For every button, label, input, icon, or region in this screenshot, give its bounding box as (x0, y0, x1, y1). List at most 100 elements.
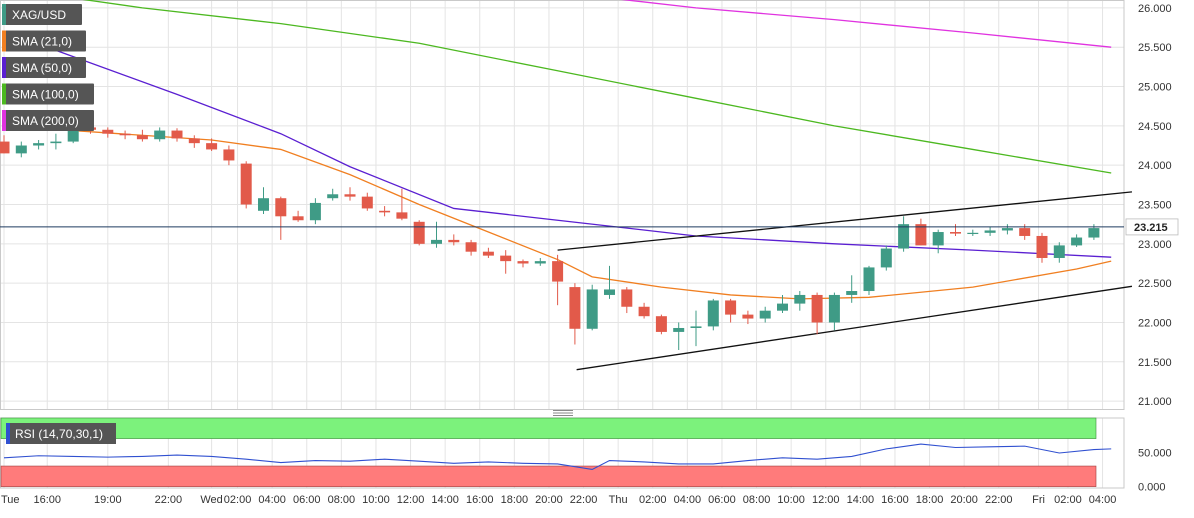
legend-item[interactable]: SMA (50,0) (2, 57, 86, 78)
candle-body (1036, 235, 1048, 258)
x-tick-label: 14:00 (431, 494, 459, 506)
legend-label: SMA (21,0) (12, 35, 72, 49)
candle (0, 135, 10, 154)
candle (638, 302, 650, 319)
candle (396, 188, 408, 221)
candle (448, 234, 460, 246)
legend-swatch (2, 83, 6, 105)
candle-body (638, 306, 650, 317)
y-tick-label: 21.000 (1138, 396, 1172, 408)
x-tick-label: Tue (1, 494, 20, 506)
candle-body (482, 251, 494, 256)
candle (379, 206, 391, 217)
x-tick-label: 22:00 (570, 494, 598, 506)
candle-body (725, 300, 737, 315)
candle (863, 265, 875, 295)
axes: 26.000 25.500 25.000 24.500 24.000 23.500 23.0… (1, 3, 1172, 506)
candle (206, 138, 218, 152)
candle-body (1001, 228, 1013, 231)
candle (742, 310, 754, 325)
candle (794, 291, 806, 311)
candle-body (206, 143, 218, 150)
x-tick-label: 18:00 (916, 494, 944, 506)
candle-body (552, 261, 564, 282)
candle-body (984, 230, 996, 233)
price-marker: 23.215 (0, 218, 1179, 236)
y-tick-label: 24.000 (1138, 160, 1172, 172)
candle (621, 287, 633, 314)
sma-line-2 (3, 30, 1112, 258)
y-tick-label: 23.000 (1138, 239, 1172, 251)
legend-item[interactable]: SMA (100,0) (2, 83, 94, 105)
candle-body (967, 232, 979, 235)
candle (465, 239, 477, 256)
legend-item[interactable]: SMA (21,0) (2, 30, 86, 52)
candle-body (863, 267, 875, 292)
rsi-legend-swatch (6, 423, 10, 444)
grid (0, 0, 1125, 489)
legend-item[interactable]: XAG/USD (2, 4, 82, 25)
legend-item[interactable]: SMA (200,0) (2, 110, 94, 131)
candle-body (742, 314, 754, 319)
rsi-y-tick-label: 0.000 (1138, 482, 1166, 494)
y-tick-label: 25.000 (1138, 82, 1172, 94)
candle (275, 196, 287, 240)
candle-body (534, 261, 546, 264)
rsi-legend-bg (6, 423, 116, 444)
x-tick-label: 14:00 (847, 494, 875, 506)
candle (344, 187, 356, 201)
candle (950, 224, 961, 236)
y-tick-label: 22.000 (1138, 317, 1172, 329)
candle (846, 275, 858, 303)
candle-body (258, 198, 269, 211)
candle-body (500, 255, 512, 262)
trendline-1[interactable] (557, 191, 1133, 251)
candle-body (759, 310, 771, 319)
legend-bg (2, 83, 94, 105)
candle-body (431, 239, 442, 244)
candle-body (1088, 228, 1100, 238)
candle (655, 314, 667, 335)
candle (828, 292, 840, 331)
x-tick-label: 04:00 (674, 494, 702, 506)
candle-body (673, 327, 685, 332)
candle-body (67, 127, 79, 142)
candle (309, 198, 321, 225)
rsi-legend[interactable]: RSI (14,70,30,1) (6, 423, 116, 444)
candle-body (136, 135, 148, 140)
y-tick-label: 23.500 (1138, 200, 1172, 212)
candle (725, 298, 737, 323)
candle (967, 229, 979, 236)
candle (431, 221, 442, 248)
candle (327, 188, 339, 201)
candle (534, 257, 546, 266)
candle-body (777, 303, 788, 311)
x-tick-label: 10:00 (777, 494, 805, 506)
sma-line-3 (82, 0, 1112, 174)
trendline-2[interactable] (576, 285, 1133, 371)
candles (0, 124, 1100, 351)
candle-body (569, 287, 581, 329)
candle (154, 127, 166, 142)
candle (136, 129, 148, 142)
candle-body (50, 141, 62, 144)
candle (932, 229, 944, 254)
legend: XAG/USD SMA (21,0) SMA (50,0) SMA (100,0) SM… (2, 4, 116, 444)
candle-body (915, 224, 927, 246)
candle (292, 210, 304, 222)
legend-bg (2, 110, 94, 131)
legend-swatch (2, 110, 6, 131)
x-tick-label: 16:00 (881, 494, 909, 506)
candle-body (707, 300, 719, 327)
candle-body (932, 232, 944, 246)
x-tick-label: 22:00 (985, 494, 1013, 506)
rsi-legend-label: RSI (14,70,30,1) (15, 427, 103, 441)
candle (811, 292, 823, 335)
candle (759, 306, 771, 323)
x-tick-label: Wed (200, 494, 222, 506)
rsi-oversold-band (0, 465, 1097, 487)
candle-body (33, 143, 45, 146)
candle (500, 250, 512, 274)
rsi-line-layer (3, 443, 1112, 471)
